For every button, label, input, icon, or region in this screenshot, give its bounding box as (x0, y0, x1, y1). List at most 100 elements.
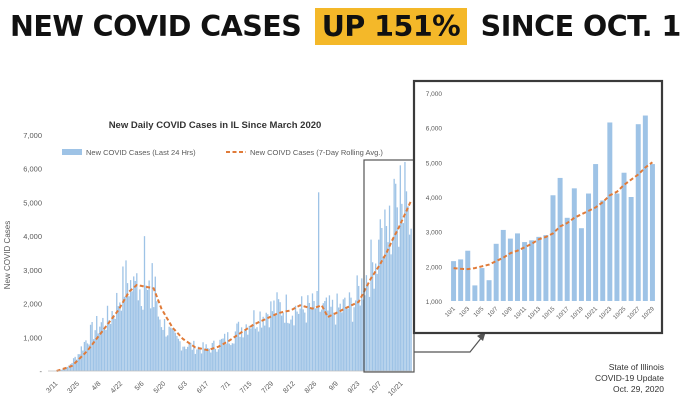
main-bar (277, 299, 280, 371)
main-bar (285, 294, 287, 371)
inset-bar (628, 197, 634, 301)
main-bar (331, 299, 334, 371)
main-bar (106, 305, 109, 371)
main-bar (233, 343, 235, 371)
main-bar (319, 311, 321, 371)
main-bar (197, 346, 200, 371)
main-bar (196, 349, 198, 371)
main-bar (66, 366, 69, 371)
main-bar (251, 325, 254, 371)
main-bar (402, 223, 405, 371)
main-bar (396, 207, 398, 371)
main-bar (250, 328, 252, 371)
main-legend: New COVID Cases (Last 24 Hrs) New COIVD C… (62, 148, 383, 157)
main-bar (128, 296, 130, 371)
inset-y-tick-label: 6,000 (426, 126, 443, 133)
main-bar (348, 292, 351, 371)
main-bar (77, 354, 79, 371)
inset-bar (507, 238, 513, 301)
main-bar (359, 305, 361, 371)
main-bar (100, 322, 102, 371)
main-x-tick-label: 10/21 (387, 380, 404, 397)
main-bar (85, 340, 87, 371)
main-y-tick-label: 3,000 (23, 266, 42, 275)
headline-part2: SINCE OCT. 1 (480, 10, 680, 43)
main-bar (222, 338, 224, 371)
source-line3: Oct. 29, 2020 (612, 384, 664, 394)
inset-bar (649, 164, 655, 301)
main-bar (176, 335, 178, 371)
main-bar (330, 306, 332, 371)
main-bar (86, 343, 89, 371)
inset-bar (642, 115, 648, 301)
main-bar (279, 302, 281, 371)
main-x-tick-label: 3/11 (45, 380, 59, 394)
main-bar (139, 289, 141, 371)
inset-bar (557, 177, 563, 301)
main-bar (159, 319, 161, 371)
main-bar (207, 348, 209, 371)
main-bar (213, 340, 215, 371)
main-bar (211, 342, 213, 371)
main-bar (384, 209, 386, 371)
main-x-tick-label: 6/3 (177, 380, 189, 392)
main-x-ticks: 3/11 3/25 4/8 4/22 5/6 5/20 6/3 6/17 7/1 7/15 7/29… (45, 380, 404, 397)
main-y-ticks: - 1,000 2,000 3,000 4,000 5,000 6,000 7,000 (23, 131, 42, 376)
main-bar (336, 293, 338, 371)
main-bar (270, 301, 272, 371)
main-bar (260, 327, 263, 371)
main-bar (162, 329, 164, 371)
main-bar (368, 296, 371, 371)
main-bar (173, 330, 175, 371)
main-bar (324, 301, 326, 371)
main-bar (151, 263, 153, 371)
main-bar (203, 349, 206, 371)
main-bar (79, 354, 81, 371)
inset-bar (493, 243, 499, 301)
main-bar (365, 275, 368, 371)
inset-bar (600, 200, 606, 301)
main-bar (288, 323, 291, 371)
main-bar (199, 348, 201, 371)
main-bar (381, 227, 383, 371)
main-bar (140, 306, 143, 371)
main-bar (262, 316, 264, 371)
main-bar (191, 349, 193, 371)
inset-bar (571, 188, 577, 301)
main-bar (339, 303, 341, 371)
inset-y-tick-label: 4,000 (426, 195, 443, 202)
inset-bar (529, 240, 535, 301)
main-bar (347, 308, 349, 371)
main-bar (257, 331, 260, 371)
main-x-tick-label: 4/22 (110, 380, 125, 395)
main-rolling-avg-line (56, 200, 413, 372)
main-bar (182, 346, 184, 371)
main-bar (231, 343, 233, 371)
main-bar (259, 311, 261, 371)
main-x-tick-label: 8/26 (304, 380, 319, 395)
main-bar (228, 343, 230, 371)
inset-bar (635, 124, 641, 301)
main-bar (354, 300, 357, 371)
main-bar (183, 346, 186, 371)
main-x-tick-label: 8/12 (282, 380, 297, 395)
main-bar (119, 302, 121, 371)
main-chart: New Daily COVID Cases in IL Since March … (3, 120, 415, 398)
main-bar (60, 369, 62, 371)
main-bar (122, 266, 124, 371)
main-bar (129, 280, 132, 371)
main-bar (344, 297, 346, 371)
main-bar (217, 349, 220, 371)
main-bar (294, 305, 297, 371)
main-bar (171, 328, 173, 371)
inset-bar (578, 228, 584, 301)
main-bar (143, 236, 146, 371)
headline-part1: NEW COVID CASES (10, 10, 302, 43)
main-bar (276, 292, 278, 371)
main-bar (248, 325, 250, 371)
main-bar (133, 276, 135, 371)
main-bar (179, 341, 181, 371)
inset-bar (621, 172, 627, 301)
main-bar (116, 292, 118, 371)
